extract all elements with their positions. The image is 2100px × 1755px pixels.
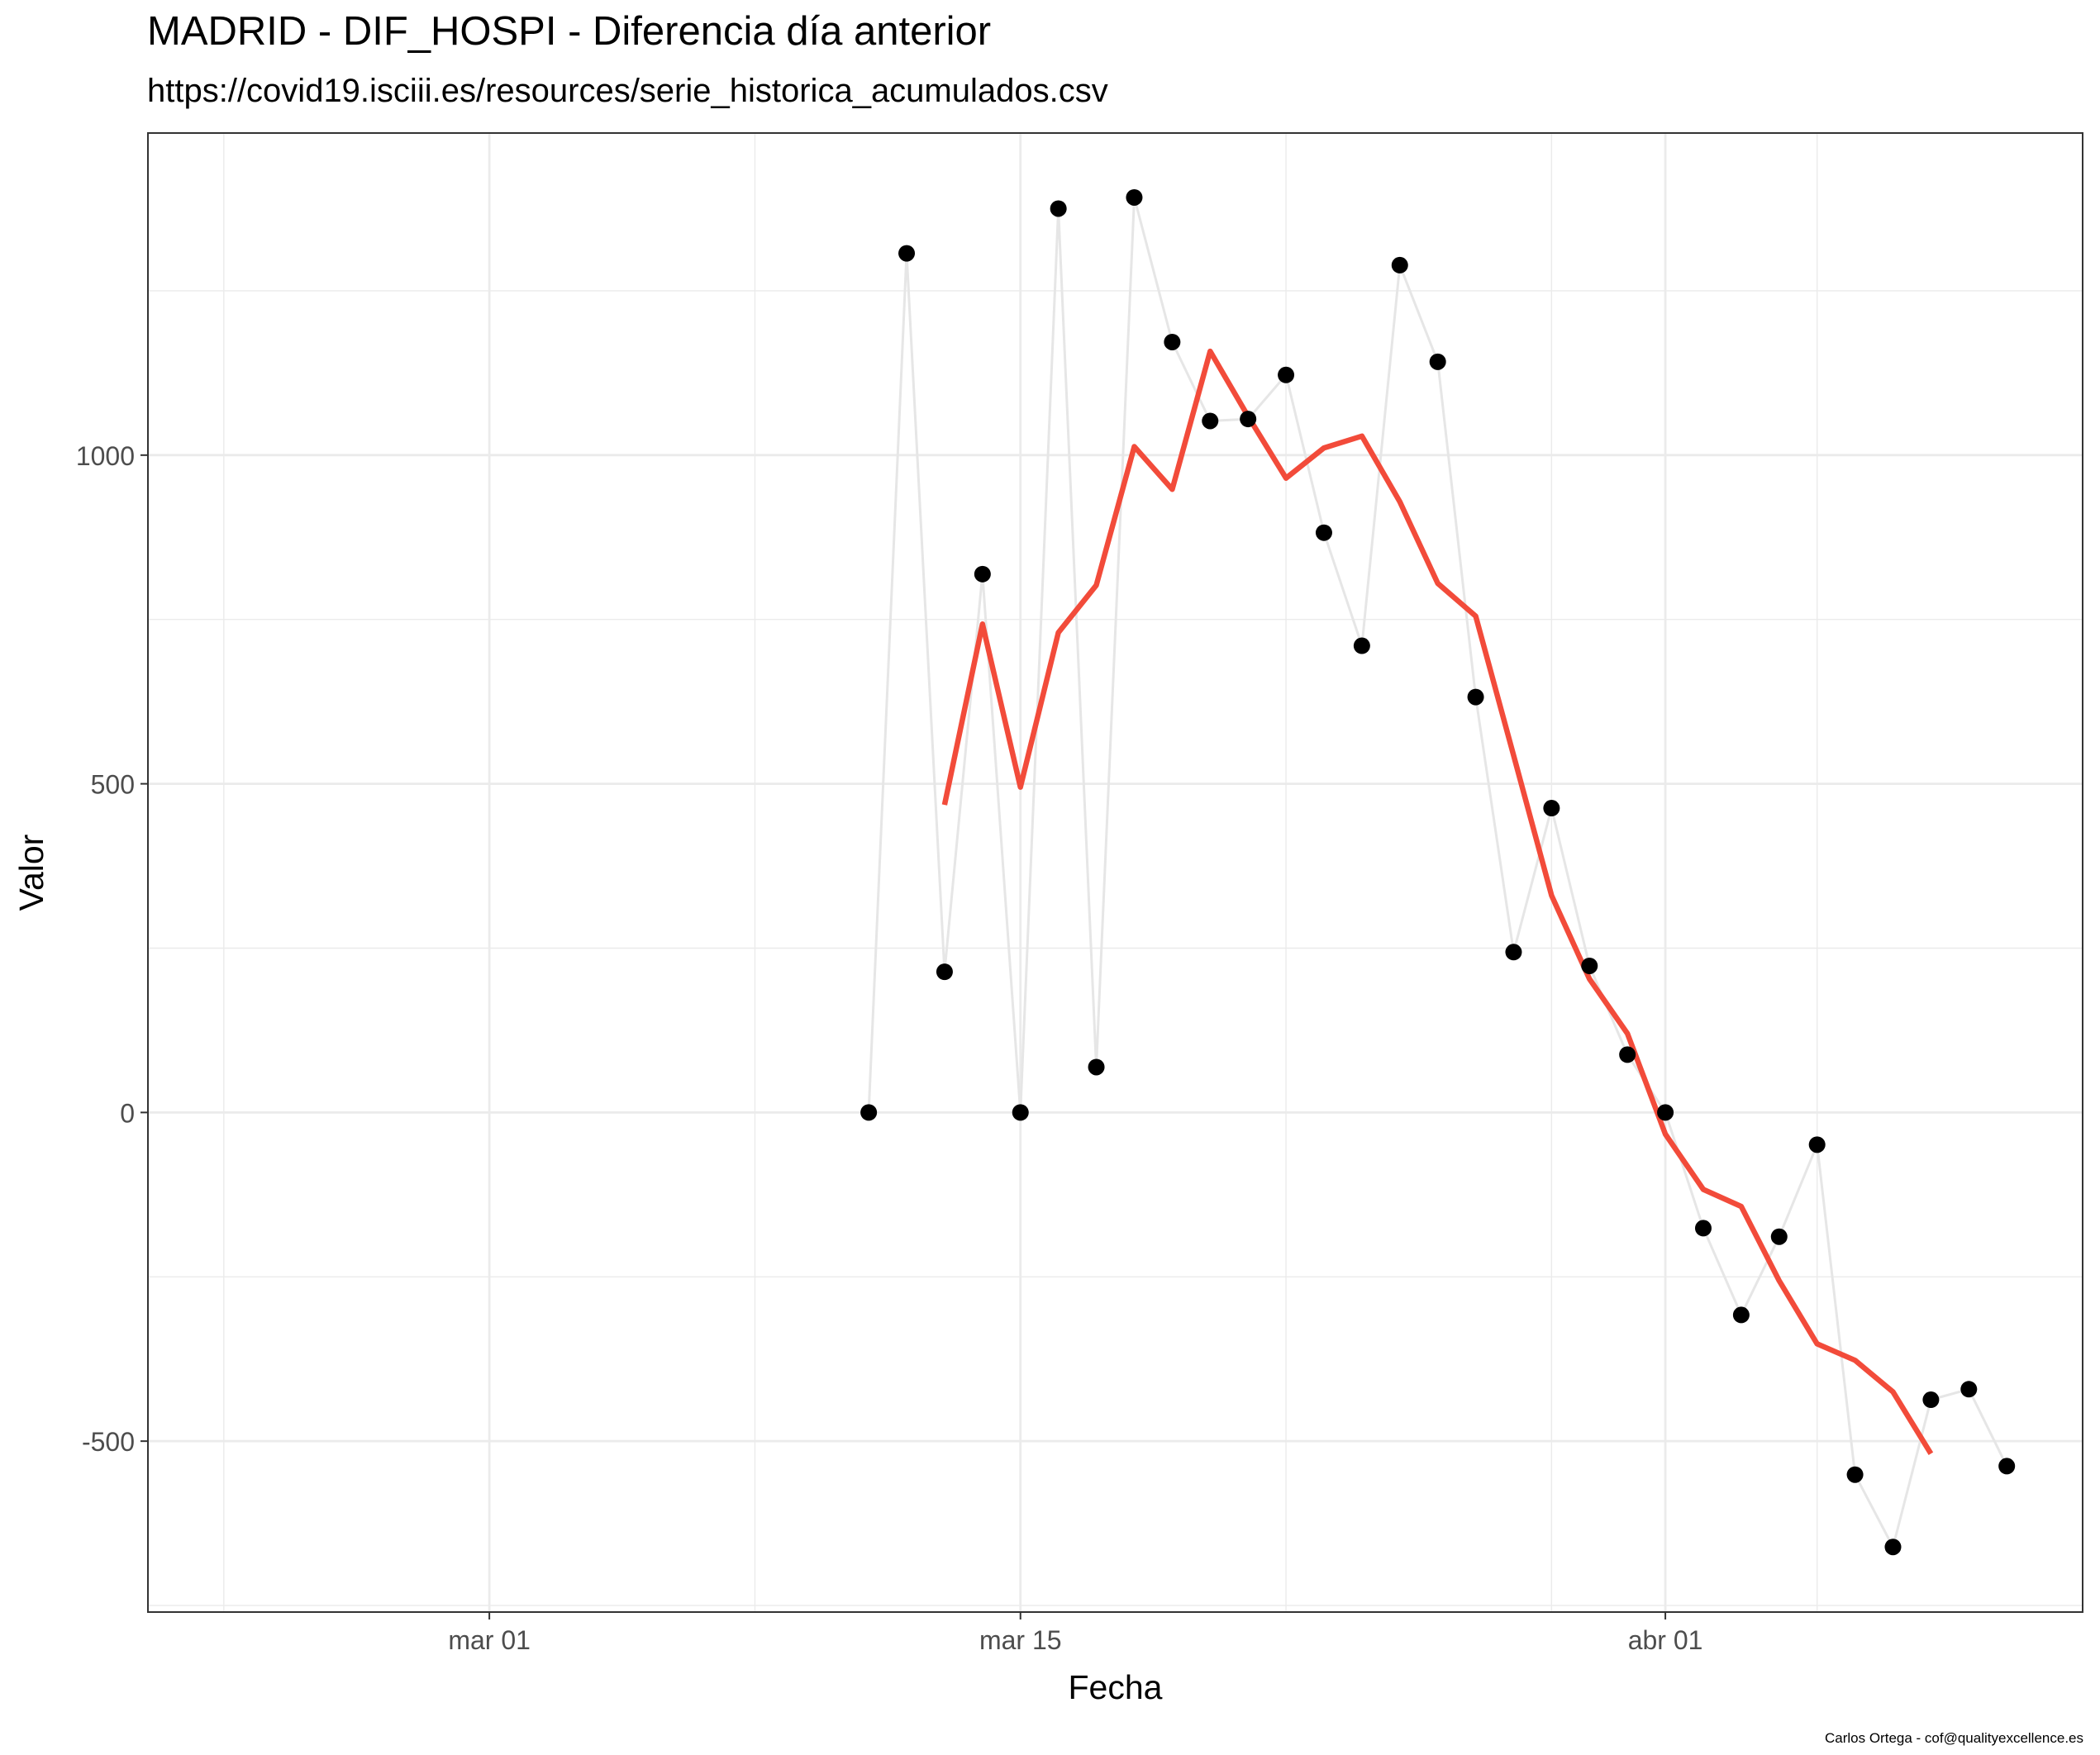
y-tick-label: 1000 xyxy=(76,441,135,471)
y-tick-label: 0 xyxy=(120,1098,135,1128)
caption: Carlos Ortega - cof@qualityexcellence.es xyxy=(1824,1730,2083,1746)
x-axis-label: Fecha xyxy=(1069,1668,1163,1706)
data-point xyxy=(1884,1539,1902,1556)
data-point xyxy=(1846,1466,1864,1483)
data-point xyxy=(1657,1104,1674,1121)
data-point xyxy=(1164,333,1181,350)
data-point xyxy=(1960,1381,1978,1398)
data-point xyxy=(974,565,991,583)
data-point xyxy=(1202,412,1219,430)
data-point xyxy=(1353,637,1370,654)
data-point xyxy=(1694,1220,1712,1237)
data-point xyxy=(1429,353,1446,370)
data-point xyxy=(1808,1136,1826,1153)
data-point xyxy=(1240,411,1257,428)
data-point xyxy=(1315,524,1332,541)
data-point xyxy=(1770,1228,1788,1245)
chart-title: MADRID - DIF_HOSPI - Diferencia día ante… xyxy=(147,9,992,54)
chart-subtitle: https://covid19.isciii.es/resources/seri… xyxy=(147,73,1108,109)
data-point xyxy=(1050,200,1067,217)
moving-average-line xyxy=(941,348,1934,1455)
y-axis-label: Valor xyxy=(12,835,50,911)
data-point xyxy=(860,1104,878,1121)
data-point xyxy=(1998,1458,2016,1475)
data-point xyxy=(1088,1058,1105,1076)
series-points xyxy=(860,188,2016,1556)
data-point xyxy=(1012,1104,1029,1121)
x-tick-label: abr 01 xyxy=(1628,1625,1703,1655)
data-point xyxy=(1922,1391,1940,1409)
data-point xyxy=(1581,957,1598,974)
axis-ticks: -500 0 500 1000 mar 01 mar 15 abr 01 xyxy=(76,441,1703,1655)
x-tick-label: mar 01 xyxy=(448,1625,531,1655)
data-point xyxy=(1126,188,1143,206)
data-point xyxy=(1505,944,1522,961)
data-point xyxy=(1543,800,1560,817)
data-point xyxy=(898,245,916,262)
data-point xyxy=(936,963,953,981)
grid xyxy=(148,133,2083,1612)
panel-border xyxy=(147,132,2083,1613)
y-tick-label: -500 xyxy=(82,1427,135,1457)
y-tick-label: 500 xyxy=(91,770,135,800)
data-point xyxy=(1467,688,1484,706)
data-point xyxy=(1391,256,1408,273)
series-moving-average xyxy=(941,348,1934,1455)
data-point xyxy=(1278,366,1295,383)
raw-series-line xyxy=(867,197,2008,1551)
data-point xyxy=(1732,1306,1750,1324)
x-tick-label: mar 15 xyxy=(979,1625,1062,1655)
data-point xyxy=(1619,1046,1636,1063)
series-connector xyxy=(867,197,2008,1551)
